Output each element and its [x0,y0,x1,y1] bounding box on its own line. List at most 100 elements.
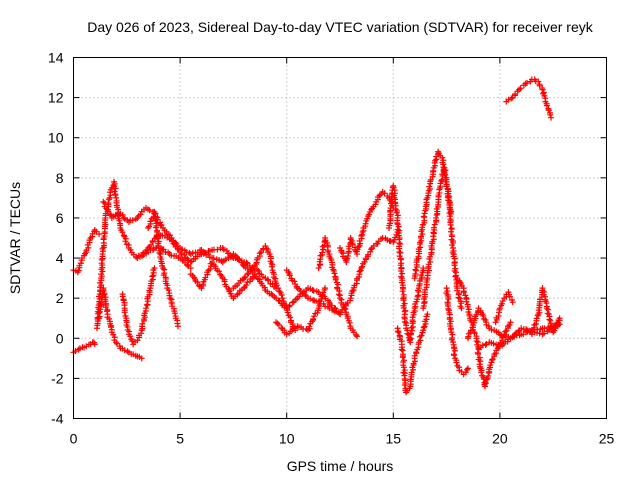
y-tick-label: -2 [51,370,64,386]
data-marker [216,268,223,275]
data-marker [427,258,434,265]
data-marker [352,331,359,338]
data-marker [270,274,277,281]
data-marker [243,259,250,266]
data-marker [381,190,388,197]
data-marker [475,350,482,357]
data-marker [447,209,454,216]
data-marker [533,315,540,322]
x-tick-label: 25 [599,431,615,447]
data-point [458,305,465,312]
data-point [543,102,550,109]
data-marker [508,95,515,102]
series-arc-11 [283,228,401,318]
series-arc-17 [411,148,455,282]
data-marker [129,338,136,345]
y-tick-label: 2 [56,290,64,306]
y-tick-label: 10 [48,130,64,146]
data-marker [319,249,326,256]
data-marker [413,349,420,356]
x-tick-label: 15 [386,431,402,447]
data-marker [506,293,513,300]
data-marker [112,192,119,199]
data-marker [409,327,416,334]
data-marker [463,298,470,305]
data-point [420,327,427,334]
data-marker [355,244,362,251]
data-marker [310,315,317,322]
series-arc-14 [337,188,397,266]
data-marker [359,263,366,270]
series-arc-4 [96,285,145,362]
data-marker [306,323,313,330]
data-marker [487,362,494,369]
data-marker [302,291,309,298]
data-marker [202,249,209,256]
data-marker [397,249,404,256]
data-marker [110,182,117,189]
data-marker [119,211,126,218]
data-marker [453,359,460,366]
series-arc-1 [70,226,103,276]
data-marker [119,229,126,236]
data-point [187,265,194,272]
data-marker [400,297,407,304]
y-tick-label: 8 [56,170,64,186]
data-marker [489,357,496,363]
data-marker [442,171,449,178]
data-marker [368,246,375,253]
data-marker [335,291,342,298]
data-marker [225,285,232,292]
data-marker [309,287,316,294]
data-marker [181,251,188,258]
data-marker [413,267,420,274]
data-marker [421,210,428,217]
data-marker [482,341,489,348]
data-marker [407,330,414,337]
data-marker [143,302,150,309]
data-marker [75,346,82,353]
data-point [556,317,563,324]
data-marker [287,314,294,321]
data-marker [114,211,121,218]
data-marker [456,295,463,302]
data-marker [129,217,136,224]
data-marker [127,333,134,340]
series-arc-23 [492,289,516,326]
data-marker [420,324,427,331]
data-marker [400,369,407,376]
data-point [322,285,329,292]
data-point [142,305,149,312]
data-point [121,347,128,354]
data-marker [398,346,405,353]
data-marker [330,307,337,314]
grid-layer [73,57,607,419]
data-marker [149,273,156,280]
data-marker [490,340,497,347]
data-marker [447,221,454,228]
series-arc-6 [119,265,158,348]
data-marker [165,287,172,294]
data-marker [121,309,128,316]
data-marker [455,294,462,301]
data-marker [146,207,153,214]
series-arc-3 [93,178,194,332]
data-marker [401,318,408,325]
series-arc-15 [386,182,427,346]
x-tick-label: 20 [492,431,508,447]
data-marker [276,321,283,328]
data-marker [464,366,471,373]
data-marker [419,224,426,231]
x-tick-label: 0 [70,431,78,447]
data-marker [166,292,173,299]
data-marker [358,232,365,239]
data-marker [458,300,465,307]
data-marker [156,249,163,256]
data-marker [75,267,82,274]
data-marker [344,315,351,322]
data-marker [545,107,552,114]
data-marker [368,206,375,213]
series-arc-24 [528,285,563,338]
